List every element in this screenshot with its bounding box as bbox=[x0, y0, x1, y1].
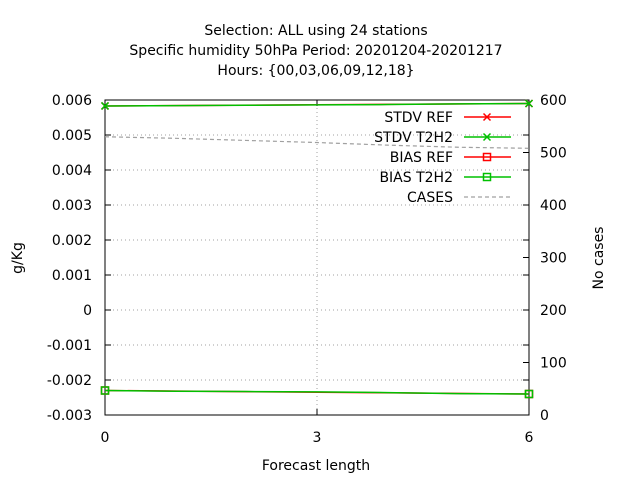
y2-tick-label: 300 bbox=[540, 251, 567, 267]
y2-tick-label: 200 bbox=[540, 303, 567, 319]
series-line-bias-t2h2 bbox=[104, 389, 530, 395]
y2-axis-ticks: 0 100 200 300 400 500 600 bbox=[523, 93, 567, 424]
y2-tick-label: 500 bbox=[540, 146, 567, 162]
y2-tick-label: 400 bbox=[540, 198, 567, 214]
y-axis-ticks: -0.003 -0.002 -0.001 0 0.001 0.002 0.003 0.004 0… bbox=[47, 93, 529, 424]
legend-marker bbox=[482, 172, 492, 182]
legend-entry: BIAS T2H2 bbox=[379, 170, 511, 186]
y-tick-label: 0.005 bbox=[52, 128, 92, 144]
marker-stroke bbox=[524, 99, 534, 108]
y2-axis-label: No cases bbox=[591, 227, 607, 290]
legend-entry: BIAS REF bbox=[390, 150, 511, 166]
legend-label: CASES bbox=[407, 190, 453, 206]
marker-stroke bbox=[482, 112, 492, 122]
legend-label: STDV REF bbox=[384, 110, 453, 126]
y-tick-label: 0.003 bbox=[52, 198, 92, 214]
data-point-bias-t2h2 bbox=[100, 386, 110, 395]
y2-tick-label: 100 bbox=[540, 356, 567, 372]
legend-label: STDV T2H2 bbox=[374, 130, 453, 146]
y-tick-label: -0.002 bbox=[47, 373, 92, 389]
marker-stroke bbox=[482, 132, 492, 142]
title-line: Specific humidity 50hPa Period: 20201204… bbox=[129, 43, 502, 59]
y2-tick-label: 600 bbox=[540, 93, 567, 109]
legend-label: BIAS REF bbox=[390, 150, 453, 166]
x-tick-label: 3 bbox=[313, 430, 322, 446]
series-line-cases bbox=[104, 136, 530, 149]
x-axis-ticks: 0 3 6 bbox=[101, 100, 534, 446]
legend-marker bbox=[482, 132, 492, 142]
title-line: Selection: ALL using 24 stations bbox=[204, 23, 427, 39]
chart-title: Selection: ALL using 24 stations Specific… bbox=[129, 23, 502, 79]
legend-label: BIAS T2H2 bbox=[379, 170, 453, 186]
y-tick-label: -0.001 bbox=[47, 338, 92, 354]
y-tick-label: 0.001 bbox=[52, 268, 92, 284]
y-tick-label: 0 bbox=[83, 303, 92, 319]
y-axis-label: g/Kg bbox=[10, 242, 26, 274]
data-point-stdv-t2h2 bbox=[100, 101, 110, 110]
x-axis-label: Forecast length bbox=[262, 458, 370, 474]
y2-tick-label: 0 bbox=[540, 408, 549, 424]
y-tick-label: -0.003 bbox=[47, 408, 92, 424]
legend-marker bbox=[482, 152, 492, 162]
marker-stroke bbox=[100, 101, 110, 110]
data-point-bias-t2h2 bbox=[524, 389, 534, 399]
y-tick-label: 0.006 bbox=[52, 93, 92, 109]
x-tick-label: 0 bbox=[101, 430, 110, 446]
y-tick-label: 0.004 bbox=[52, 163, 92, 179]
grid-lines bbox=[105, 100, 529, 415]
series-layer bbox=[100, 99, 534, 399]
y-tick-label: 0.002 bbox=[52, 233, 92, 249]
data-point-stdv-t2h2 bbox=[524, 99, 534, 108]
legend: STDV REF STDV T2H2 BIAS REF BIAS T2H2 CASES bbox=[374, 110, 511, 206]
legend-entry: STDV REF bbox=[384, 110, 511, 126]
legend-marker bbox=[482, 112, 492, 122]
title-line: Hours: {00,03,06,09,12,18} bbox=[217, 63, 414, 79]
legend-entry: CASES bbox=[407, 190, 511, 206]
legend-entry: STDV T2H2 bbox=[374, 130, 511, 146]
x-tick-label: 6 bbox=[525, 430, 534, 446]
series-line-stdv-t2h2 bbox=[104, 102, 530, 107]
